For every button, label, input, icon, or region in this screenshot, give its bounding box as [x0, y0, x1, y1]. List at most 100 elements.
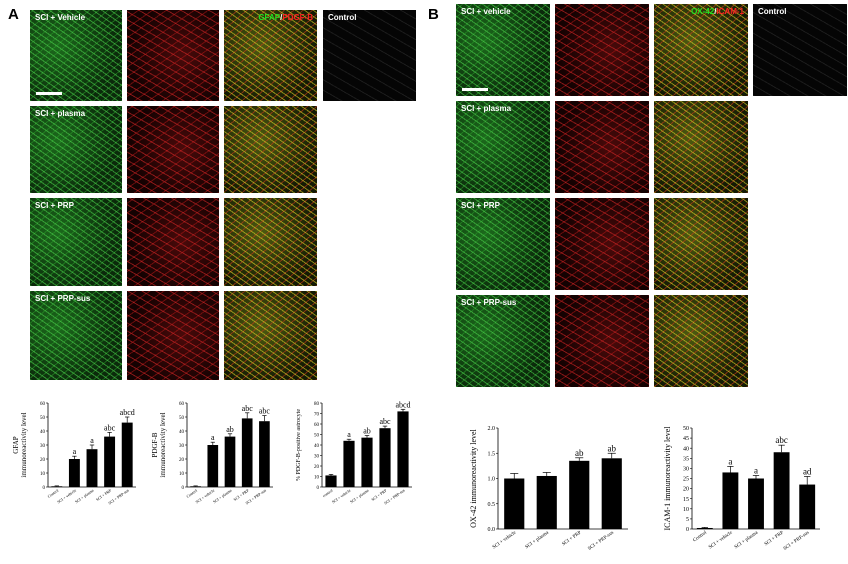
category-label: SCI + plasma [734, 530, 760, 550]
micrograph-b-vehicle-red [555, 4, 649, 96]
micrograph-b-vehicle-green: SCI + vehicle [456, 4, 550, 96]
chart-ox42: 0.0 0.5 1.0 1.5 2.0 SCI + vehicle SCI + plasma… [450, 418, 635, 560]
scale-bar [462, 88, 488, 91]
row-label: SCI + plasma [461, 104, 512, 113]
significance-label: abc [379, 417, 391, 426]
y-tick-label: 0 [686, 527, 689, 533]
y-axis-label: ICAM-1 immunoreactivity level [663, 426, 672, 531]
bar [104, 436, 116, 487]
micrograph-a-prp-green: SCI + PRP [30, 198, 122, 286]
bar [773, 452, 790, 529]
y-tick-label: 50 [314, 433, 320, 438]
bar [325, 475, 337, 487]
y-axis-label: GFAP [12, 436, 20, 453]
micrograph-b-prp-merge [654, 198, 748, 290]
bar [86, 449, 98, 487]
y-tick-label: 1.5 [488, 451, 496, 457]
micrograph-a-plasma-green: SCI + plasma [30, 106, 122, 193]
micrograph-b-plasma-green: SCI + plasma [456, 101, 550, 193]
y-tick-label: 40 [683, 446, 689, 452]
significance-label: abcd [395, 400, 410, 409]
y-tick-label: 5 [686, 517, 689, 523]
y-axis-label: OX-42 immunoreactivity level [469, 428, 478, 527]
micrograph-b-prp-red [555, 198, 649, 290]
y-tick-label: 50 [683, 426, 689, 432]
bar [68, 459, 80, 487]
micrograph-a-vehicle-green: SCI + Vehicle [30, 10, 122, 101]
significance-label: ab [226, 425, 234, 434]
bar [799, 484, 816, 529]
micrograph-b-plasma-red [555, 101, 649, 193]
row-label: SCI + PRP-sus [35, 294, 91, 303]
micrograph-b-vehicle-merge: OX-42/ICAM-1 [654, 4, 748, 96]
bar [51, 486, 63, 487]
row-label: SCI + Vehicle [35, 13, 86, 22]
y-tick-label: 80 [314, 402, 320, 407]
y-tick-label: 50 [179, 416, 185, 421]
micrograph-b-plasma-merge [654, 101, 748, 193]
category-label: SCI + vehicle [331, 488, 352, 505]
chart-svg: 0.0 0.5 1.0 1.5 2.0 SCI + vehicle SCI + plasma… [469, 426, 628, 552]
y-tick-label: 30 [683, 467, 689, 473]
significance-label: abc [104, 423, 116, 432]
micrograph-a-plasma-merge [224, 106, 317, 193]
bar [601, 458, 622, 529]
control-label: Control [758, 7, 787, 16]
significance-label: a [347, 430, 351, 439]
y-axis-label: PDGF-B [151, 432, 159, 457]
bar [190, 486, 201, 487]
micrograph-b-prpsus-merge [654, 295, 748, 387]
significance-label: abc [775, 435, 788, 445]
y-axis-label: % PDGF-B-positive astrocyte [296, 409, 302, 481]
bar [536, 475, 557, 529]
bar [696, 527, 713, 529]
y-tick-label: 60 [40, 402, 46, 407]
chart-icam1: 0 5 10 15 20 25 30 35 40 45 50 Control a SCI + vehicl… [640, 418, 830, 560]
micrograph-b-prp-green: SCI + PRP [456, 198, 550, 290]
category-label: SCI + PRP-sus [587, 531, 615, 552]
significance-label: abcd [120, 408, 135, 417]
y-tick-label: 45 [683, 436, 689, 442]
significance-label: ab [575, 448, 584, 458]
chart-svg: 0 5 10 15 20 25 30 35 40 45 50 Control a SCI + vehicl… [663, 426, 820, 552]
y-tick-label: 0 [317, 486, 320, 491]
y-tick-label: 0.5 [488, 502, 496, 508]
micrograph-a-plasma-red [127, 106, 219, 193]
category-label: Control [185, 487, 199, 499]
y-tick-label: 40 [40, 430, 46, 435]
category-label: SCI + PRP [764, 530, 785, 547]
micrograph-a-prpsus-red [127, 291, 219, 380]
y-tick-label: 30 [40, 444, 46, 449]
chart-svg: 0 10 20 30 40 50 60 70 80 control a SCI + vehicle ab… [296, 400, 412, 506]
y-tick-label: 40 [314, 444, 320, 449]
panel-letter-a: A [8, 6, 19, 23]
y-tick-label: 30 [314, 454, 320, 459]
merge-label: OX-42/ICAM-1 [691, 7, 744, 16]
y-tick-label: 10 [179, 472, 185, 477]
panel-letter-b: B [428, 6, 439, 23]
control-label: Control [328, 13, 357, 22]
category-label: SCI + plasma [74, 488, 95, 505]
y-tick-label: 40 [179, 430, 185, 435]
category-label: control [321, 487, 334, 498]
y-tick-label: 0.0 [488, 527, 496, 533]
micrograph-a-vehicle-red [127, 10, 219, 101]
merge-label: GFAP/PDGF-B [258, 13, 313, 22]
y-tick-label: 0 [43, 486, 46, 491]
y-tick-label: 20 [314, 465, 320, 470]
y-tick-label: 30 [179, 444, 185, 449]
y-tick-label: 20 [40, 458, 46, 463]
micrograph-a-vehicle-merge: GFAP/PDGF-B [224, 10, 317, 101]
y-tick-label: 20 [683, 487, 689, 493]
y-tick-label: 15 [683, 497, 689, 503]
bar [379, 428, 391, 487]
y-tick-label: 10 [314, 475, 320, 480]
y-axis-label: immunoreactivity level [159, 412, 167, 477]
bar [343, 440, 355, 487]
category-label: Control [46, 487, 60, 499]
y-tick-label: 20 [179, 458, 185, 463]
micrograph-a-control: Control [323, 10, 416, 101]
significance-label: a [211, 433, 215, 442]
